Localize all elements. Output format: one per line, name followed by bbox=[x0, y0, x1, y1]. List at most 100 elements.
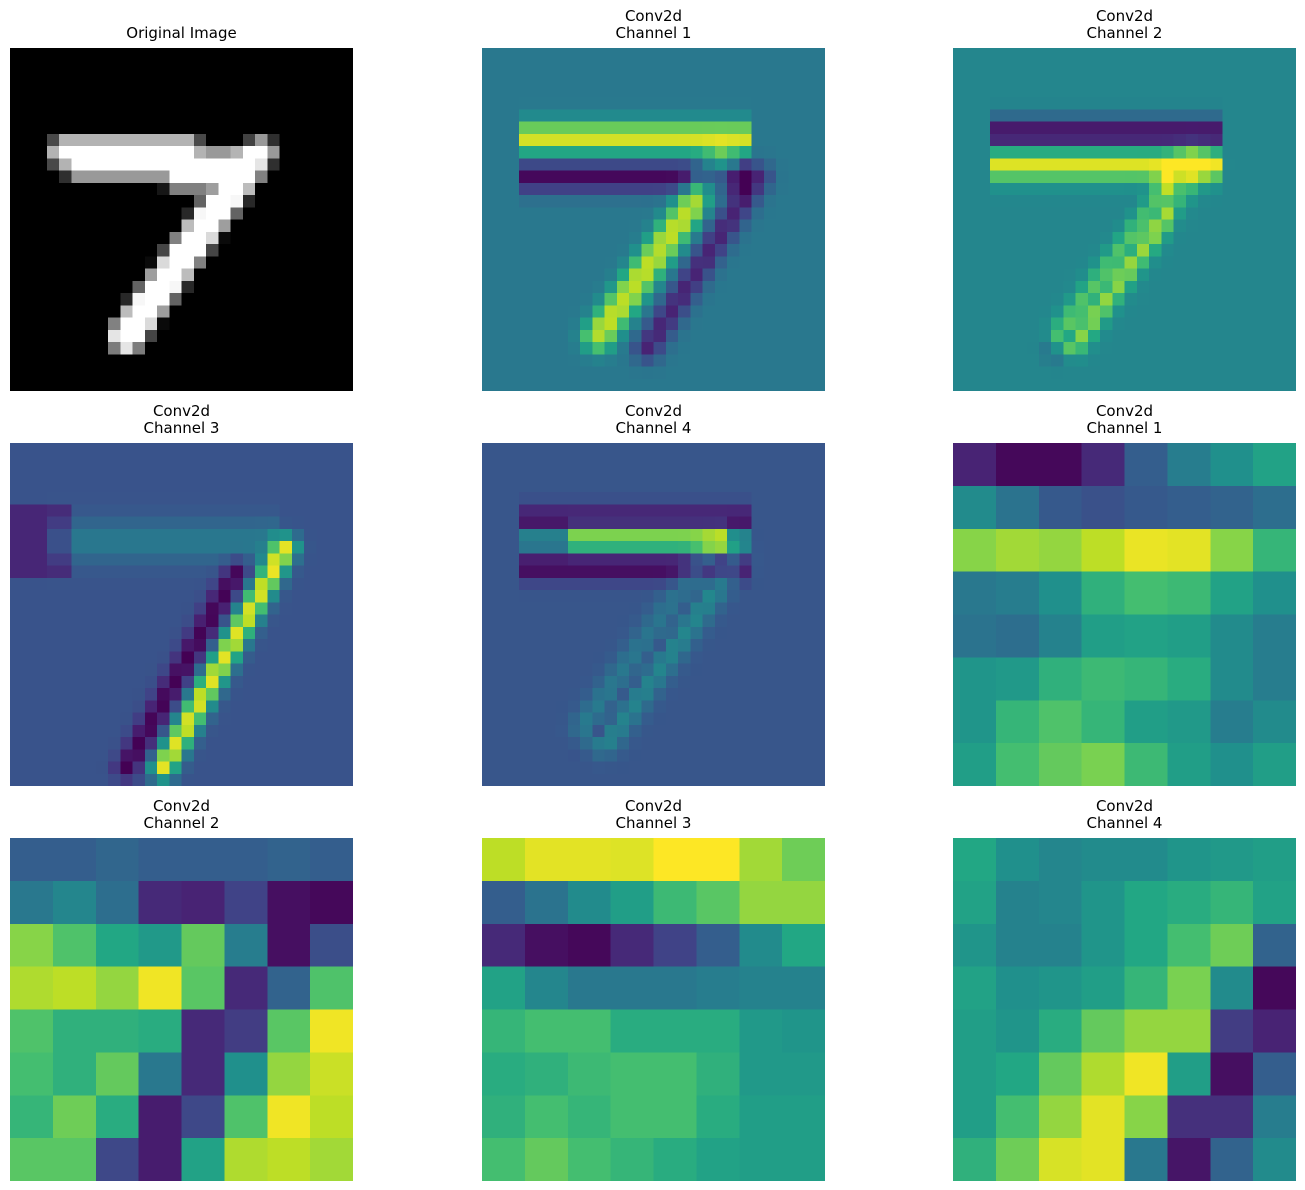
heatmap-cell bbox=[71, 60, 84, 73]
heatmap-cell bbox=[59, 231, 72, 245]
heatmap-cell bbox=[1185, 305, 1199, 318]
heatmap-cell bbox=[1234, 48, 1248, 61]
heatmap-cell bbox=[242, 443, 256, 456]
heatmap-cell bbox=[132, 305, 145, 318]
heatmap-cell bbox=[776, 268, 789, 281]
heatmap-cell bbox=[304, 170, 317, 183]
heatmap-cell bbox=[10, 700, 23, 713]
heatmap-cell bbox=[1234, 109, 1248, 122]
heatmap-cell bbox=[1112, 354, 1125, 367]
heatmap-cell bbox=[714, 121, 728, 134]
heatmap-cell bbox=[1063, 84, 1076, 98]
heatmap-cell bbox=[304, 72, 317, 85]
heatmap-cell bbox=[1210, 231, 1223, 245]
heatmap-cell bbox=[763, 749, 777, 762]
heatmap-cell bbox=[193, 72, 207, 85]
heatmap-cell bbox=[340, 614, 353, 627]
heatmap-cell bbox=[144, 219, 158, 232]
heatmap-cell bbox=[144, 700, 158, 713]
heatmap-cell bbox=[255, 455, 268, 468]
heatmap-cell bbox=[291, 467, 305, 480]
heatmap-cell bbox=[316, 749, 329, 762]
heatmap-cell bbox=[580, 479, 593, 493]
heatmap-cell bbox=[1283, 121, 1296, 134]
heatmap-cell bbox=[328, 60, 341, 73]
heatmap-cell bbox=[506, 378, 519, 391]
heatmap-cell bbox=[494, 342, 507, 355]
heatmap-cell bbox=[788, 84, 801, 98]
heatmap-cell bbox=[206, 516, 219, 529]
heatmap-cell bbox=[690, 354, 703, 367]
heatmap-cell bbox=[800, 700, 813, 713]
heatmap-cell bbox=[1253, 1095, 1296, 1139]
heatmap-cell bbox=[567, 553, 581, 566]
heatmap-cell bbox=[316, 712, 329, 725]
heatmap-cell bbox=[181, 663, 194, 676]
heatmap-cell bbox=[34, 231, 47, 245]
heatmap-cell bbox=[71, 749, 84, 762]
heatmap-cell bbox=[193, 256, 207, 269]
heatmap-cell bbox=[653, 378, 666, 391]
heatmap-cell bbox=[1038, 966, 1083, 1011]
heatmap-cell bbox=[1222, 72, 1235, 85]
heatmap-cell bbox=[1075, 182, 1088, 196]
heatmap-cell bbox=[157, 195, 170, 208]
heatmap-cell bbox=[34, 342, 47, 355]
heatmap-cell bbox=[531, 712, 544, 725]
heatmap-cell bbox=[727, 675, 740, 689]
heatmap-cell bbox=[788, 378, 801, 391]
heatmap-cell bbox=[267, 293, 280, 306]
heatmap-cell bbox=[230, 244, 243, 257]
heatmap-cell bbox=[169, 516, 182, 529]
heatmap-cell bbox=[22, 195, 35, 208]
heatmap-cell bbox=[22, 280, 35, 294]
heatmap-cell bbox=[567, 528, 581, 542]
heatmap-cell bbox=[304, 639, 317, 652]
heatmap-cell bbox=[751, 516, 764, 529]
heatmap-cell bbox=[22, 773, 35, 786]
heatmap-cell bbox=[22, 121, 35, 134]
heatmap-c2_ch3 bbox=[482, 838, 825, 1181]
heatmap-cell bbox=[739, 663, 752, 676]
heatmap-cell bbox=[108, 342, 121, 355]
heatmap-cell bbox=[1063, 72, 1076, 85]
heatmap-cell bbox=[169, 712, 182, 725]
heatmap-cell bbox=[482, 492, 495, 505]
heatmap-cell bbox=[506, 590, 519, 603]
heatmap-cell bbox=[482, 84, 495, 98]
heatmap-cell bbox=[1185, 207, 1199, 220]
heatmap-cell bbox=[678, 133, 691, 147]
heatmap-cell bbox=[83, 97, 96, 110]
heatmap-cell bbox=[629, 158, 642, 171]
heatmap-cell bbox=[739, 590, 752, 603]
heatmap-cell bbox=[1149, 378, 1162, 391]
heatmap-cell bbox=[800, 170, 813, 183]
heatmap-cell bbox=[328, 133, 341, 147]
heatmap-cell bbox=[242, 60, 256, 73]
heatmap-cell bbox=[751, 97, 764, 110]
heatmap-cell bbox=[169, 455, 182, 468]
heatmap-cell bbox=[230, 48, 243, 61]
heatmap-cell bbox=[46, 133, 60, 147]
heatmap-cell bbox=[95, 84, 109, 98]
heatmap-cell bbox=[59, 342, 72, 355]
heatmap-cell bbox=[543, 590, 556, 603]
heatmap-cell bbox=[531, 663, 544, 676]
heatmap-cell bbox=[267, 1009, 311, 1054]
heatmap-cell bbox=[1161, 342, 1174, 355]
heatmap-cell bbox=[641, 700, 654, 713]
heatmap-cell bbox=[340, 663, 353, 676]
heatmap-cell bbox=[291, 565, 305, 578]
heatmap-cell bbox=[953, 923, 997, 968]
heatmap-cell bbox=[751, 378, 764, 391]
heatmap-cell bbox=[230, 651, 243, 664]
heatmap-cell bbox=[132, 443, 145, 456]
heatmap-cell bbox=[1149, 182, 1162, 196]
heatmap-cell bbox=[494, 109, 507, 122]
heatmap-cell bbox=[665, 158, 679, 171]
heatmap-cell bbox=[46, 146, 60, 159]
heatmap-cell bbox=[800, 158, 813, 171]
heatmap-cell bbox=[1210, 60, 1223, 73]
heatmap-cell bbox=[1026, 84, 1039, 98]
heatmap-cell bbox=[230, 109, 243, 122]
